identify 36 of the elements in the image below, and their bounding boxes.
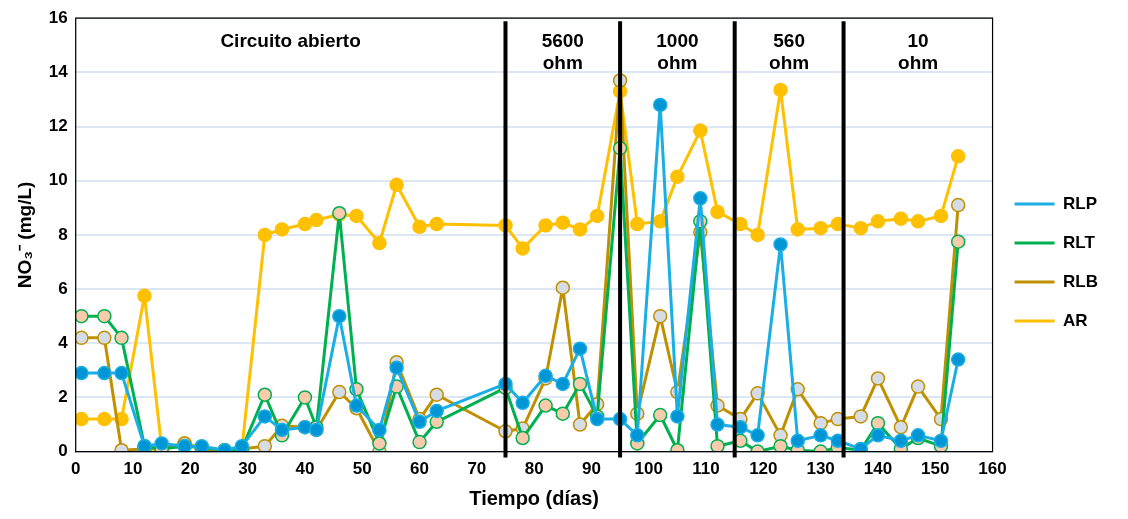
x-tick-label: 110 [692,459,720,479]
y-axis-title: NO₃⁻ (mg/L) [13,181,35,289]
y-tick-label: 4 [58,332,69,352]
legend-label: AR [1063,310,1088,330]
x-tick-label: 70 [467,459,487,479]
x-tick-label: 100 [634,459,663,479]
x-tick-label: 130 [806,459,835,479]
annotation: 5600 ohm [541,29,584,73]
annotation: 560 ohm [769,29,810,73]
x-tick-label: 150 [921,459,950,479]
x-axis-title: Tiempo (días) [469,486,599,509]
x-tick-label: 40 [295,459,315,479]
x-tick-label: 90 [581,459,601,479]
y-tick-label: 14 [48,62,69,82]
y-tick-label: 10 [48,170,68,190]
annotation: Circuito abierto [220,29,361,51]
x-tick-label: 120 [749,459,778,479]
legend-label: RLB [1063,271,1099,291]
x-tick-label: 30 [238,459,258,479]
y-tick-label: 12 [48,116,68,136]
x-tick-label: 140 [863,459,893,479]
annotation: 1000 ohm [656,29,699,73]
y-tick-label: 0 [58,441,68,461]
x-tick-label: 20 [180,459,200,479]
y-tick-label: 8 [58,224,68,244]
y-tick-label: 16 [48,7,68,27]
y-tick-label: 6 [58,278,68,298]
x-tick-label: 160 [978,459,1007,479]
x-tick-label: 60 [410,459,429,479]
annotation: 10 ohm [898,29,939,73]
x-tick-label: 50 [352,459,372,479]
y-tick-label: 2 [58,387,68,407]
legend-label: RLT [1063,232,1096,252]
x-tick-label: 80 [524,459,544,479]
x-tick-label: 10 [123,459,143,479]
legend-label: RLP [1063,193,1098,213]
